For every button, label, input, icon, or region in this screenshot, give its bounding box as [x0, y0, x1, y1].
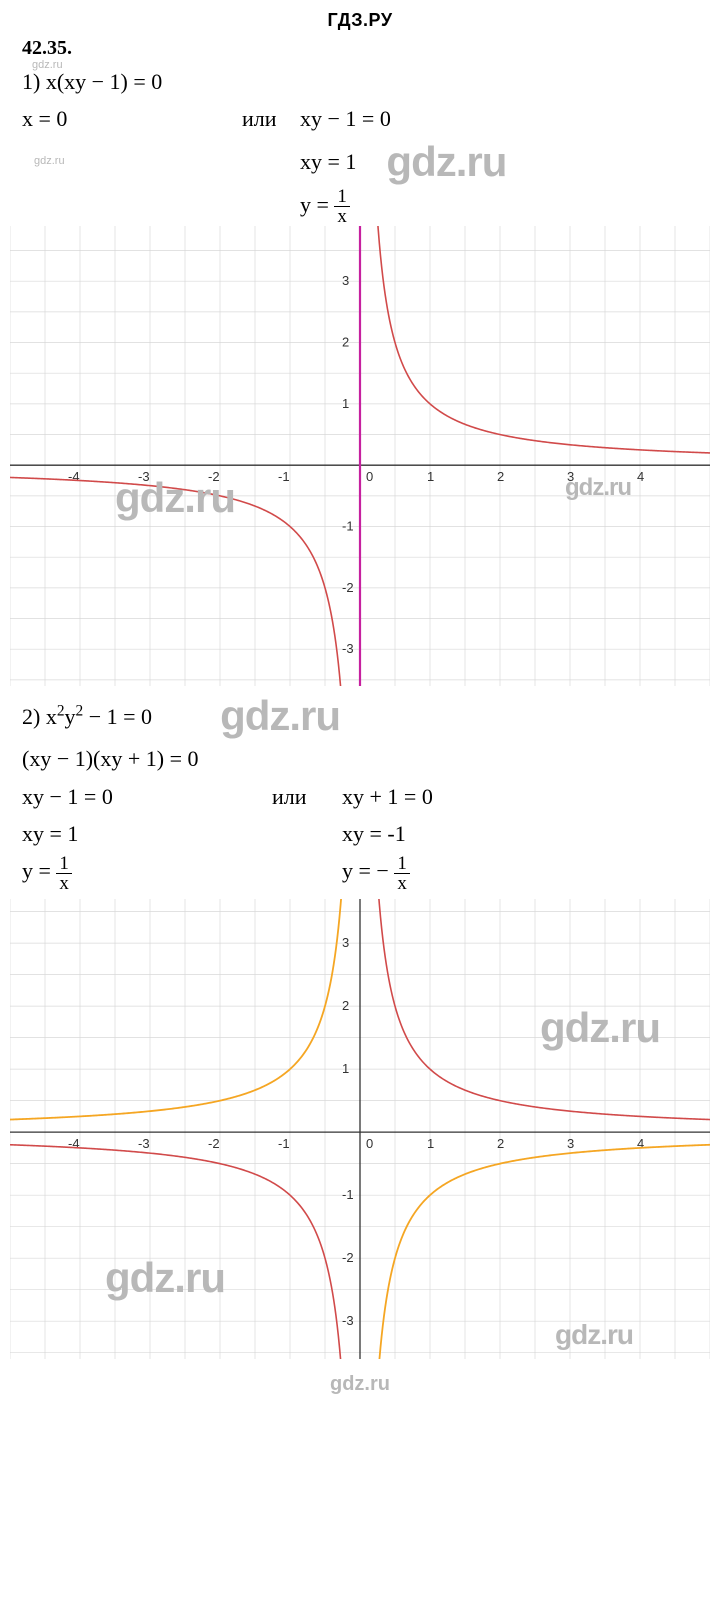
p2-left1: xy − 1 = 0	[22, 778, 272, 815]
svg-text:-4: -4	[68, 469, 80, 484]
frac-den: x	[334, 207, 350, 226]
svg-text:0: 0	[366, 469, 373, 484]
svg-text:-3: -3	[138, 1136, 150, 1151]
svg-text:-1: -1	[278, 469, 290, 484]
svg-text:-2: -2	[208, 469, 220, 484]
p2-left2: xy = 1	[22, 815, 342, 852]
svg-text:1: 1	[427, 469, 434, 484]
chart2-wrap: -5-4-3-2-101234-3-2-1123 gdz.rugdz.rugdz…	[10, 899, 710, 1359]
y-eq-label: y =	[22, 858, 56, 883]
y-eq-label: y = −	[342, 858, 394, 883]
p1-right1: xy − 1 = 0	[300, 100, 698, 137]
y-eq-label: y =	[300, 192, 334, 217]
frac-num: 1	[394, 854, 410, 874]
chart1-wrap: -5-4-3-2-101234-3-2-1123 gdz.rugdz.ru	[10, 226, 710, 686]
p2-right1: xy + 1 = 0	[342, 778, 433, 815]
fraction: 1x	[394, 854, 410, 893]
fraction: 1x	[334, 187, 350, 226]
p2-eq-main: 2) x2y2 − 1 = 0	[22, 698, 152, 735]
watermark-big: gdz.ru	[386, 138, 506, 186]
svg-text:1: 1	[427, 1136, 434, 1151]
svg-text:1: 1	[342, 1061, 349, 1076]
svg-text:2: 2	[342, 335, 349, 350]
svg-text:1: 1	[342, 396, 349, 411]
svg-text:-3: -3	[342, 641, 354, 656]
p1-right2: xy = 1	[300, 143, 356, 180]
chart1-svg: -5-4-3-2-101234-3-2-1123	[10, 226, 710, 686]
svg-text:3: 3	[567, 1136, 574, 1151]
svg-text:2: 2	[342, 998, 349, 1013]
svg-text:3: 3	[342, 273, 349, 288]
frac-den: x	[394, 874, 410, 893]
footer-watermark: gdz.ru	[0, 1369, 720, 1400]
or-word: или	[242, 100, 300, 137]
svg-text:-2: -2	[342, 580, 354, 595]
watermark-big: gdz.ru	[220, 692, 340, 740]
p2-yeq-left: y = 1x	[22, 852, 342, 892]
p1-left1: x = 0	[22, 100, 242, 137]
svg-text:-4: -4	[68, 1136, 80, 1151]
svg-text:-2: -2	[342, 1250, 354, 1265]
svg-text:-1: -1	[278, 1136, 290, 1151]
svg-text:2: 2	[497, 1136, 504, 1151]
or-word: или	[272, 778, 342, 815]
fraction: 1x	[56, 854, 72, 893]
p2-yeq-right: y = − 1x	[342, 852, 410, 892]
svg-text:-1: -1	[342, 519, 354, 534]
svg-text:3: 3	[342, 935, 349, 950]
site-header: ГДЗ.РУ	[0, 0, 720, 37]
svg-text:-3: -3	[138, 469, 150, 484]
p2-eq-factor: (xy − 1)(xy + 1) = 0	[22, 740, 698, 777]
svg-text:-1: -1	[342, 1187, 354, 1202]
svg-text:-3: -3	[342, 1313, 354, 1328]
frac-num: 1	[334, 187, 350, 207]
frac-den: x	[56, 874, 72, 893]
svg-text:0: 0	[366, 1136, 373, 1151]
svg-text:3: 3	[567, 469, 574, 484]
chart2-svg: -5-4-3-2-101234-3-2-1123	[10, 899, 710, 1359]
p2-right2: xy = -1	[342, 815, 406, 852]
problem-number: 42.35.	[22, 37, 698, 60]
svg-text:4: 4	[637, 469, 644, 484]
content: 42.35. gdz.ru 1) x(xy − 1) = 0 x = 0 gdz…	[0, 37, 720, 1369]
watermark-small: gdz.ru	[34, 156, 242, 167]
svg-text:2: 2	[497, 469, 504, 484]
p1-eq-main: 1) x(xy − 1) = 0	[22, 63, 698, 100]
frac-num: 1	[56, 854, 72, 874]
p1-y-eq: y = 1x	[300, 186, 698, 226]
svg-text:-2: -2	[208, 1136, 220, 1151]
